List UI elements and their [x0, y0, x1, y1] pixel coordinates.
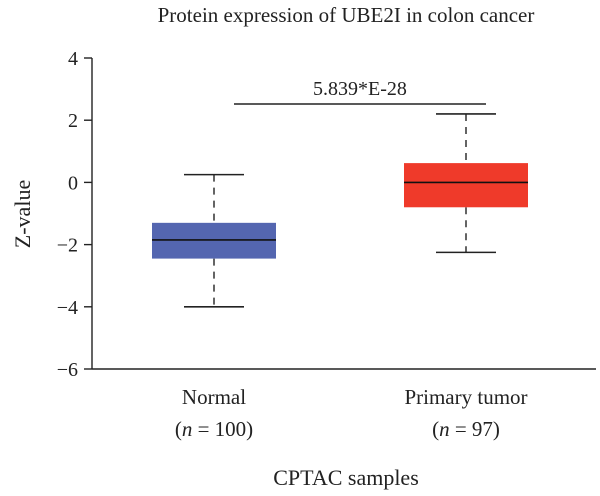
iqr-box	[404, 163, 528, 208]
sample-size-label: (n = 97)	[432, 417, 500, 441]
category-label: Primary tumor	[404, 385, 527, 409]
category-label: Normal	[182, 385, 246, 409]
y-tick-label: −2	[57, 235, 78, 257]
significance-annotation: 5.839*E-28	[234, 78, 486, 105]
y-axis: 4 2 0 −2 −4 −6	[57, 48, 93, 381]
chart-title: Protein expression of UBE2I in colon can…	[158, 3, 535, 27]
p-value-label: 5.839*E-28	[313, 78, 407, 100]
y-tick-label: 2	[68, 110, 78, 132]
category-labels: Normal (n = 100) Primary tumor (n = 97)	[175, 385, 528, 441]
y-tick-label: 4	[68, 48, 78, 70]
box-group	[152, 173, 276, 308]
y-axis-label: Z-value	[10, 180, 35, 248]
y-tick-label: 0	[68, 172, 78, 194]
box-group	[404, 113, 528, 254]
y-tick-label: −6	[57, 359, 78, 381]
box-series	[152, 113, 528, 308]
sample-size-label: (n = 100)	[175, 417, 253, 441]
y-tick-label: −4	[57, 297, 78, 319]
x-axis-label: CPTAC samples	[273, 465, 419, 490]
